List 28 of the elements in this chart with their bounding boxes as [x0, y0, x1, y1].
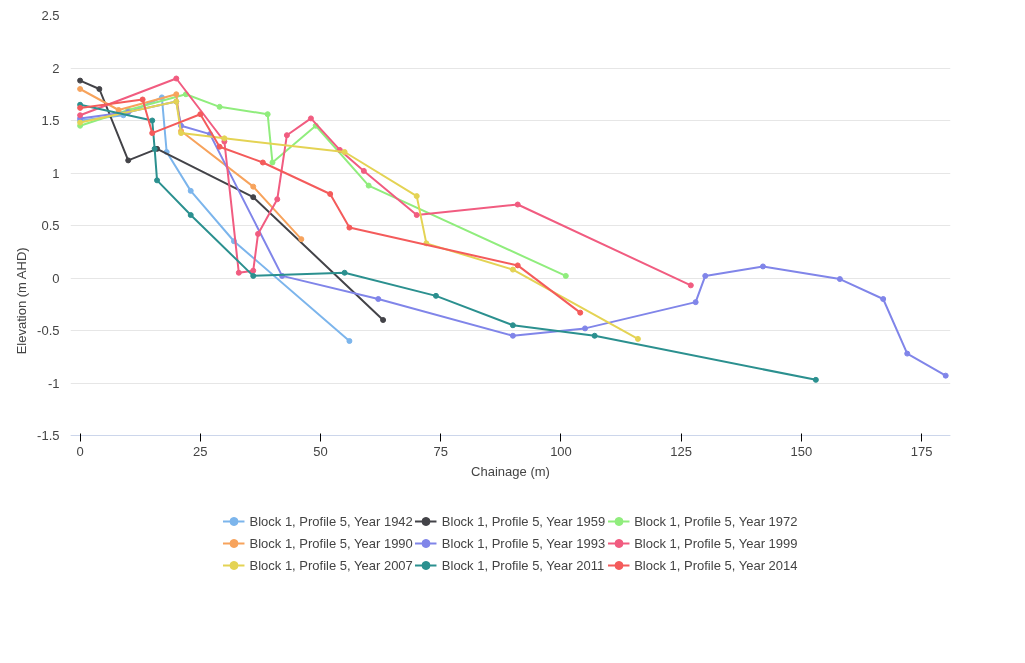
y-tick-label: 2 [52, 60, 60, 76]
x-tick-label: 75 [433, 443, 449, 459]
x-tick-label: 0 [76, 443, 84, 459]
legend-label: Block 1, Profile 5, Year 1993 [441, 535, 606, 551]
x-tick-label: 100 [550, 443, 572, 459]
x-axis-title: Chainage (m) [471, 463, 550, 479]
legend-label: Block 1, Profile 5, Year 1942 [249, 513, 413, 529]
x-tick-label: 50 [313, 443, 328, 459]
y-tick-label: 1.5 [41, 113, 60, 128]
legend-label: Block 1, Profile 5, Year 2011 [441, 557, 605, 573]
y-tick-label: -0.5 [37, 323, 60, 338]
y-axis-title: Elevation (m AHD) [14, 247, 30, 355]
y-tick-label: 0 [52, 270, 60, 286]
y-tick-label: 1 [52, 165, 60, 181]
x-tick-label: 175 [910, 443, 933, 459]
y-tick-label: -1.5 [37, 428, 60, 443]
x-tick-label: 150 [790, 443, 813, 459]
y-tick-label: 2.5 [41, 8, 60, 23]
legend-label: Block 1, Profile 5, Year 2007 [249, 557, 413, 573]
x-tick-label: 125 [670, 443, 693, 459]
y-tick-label: 0.5 [41, 218, 60, 233]
x-tick-label: 25 [193, 443, 208, 459]
legend-label: Block 1, Profile 5, Year 2014 [634, 557, 798, 573]
legend-label: Block 1, Profile 5, Year 1959 [441, 513, 606, 529]
legend-label: Block 1, Profile 5, Year 1972 [634, 513, 798, 529]
legend-label: Block 1, Profile 5, Year 1999 [634, 535, 798, 551]
y-tick-label: -1 [47, 375, 60, 391]
legend-label: Block 1, Profile 5, Year 1990 [249, 535, 413, 551]
